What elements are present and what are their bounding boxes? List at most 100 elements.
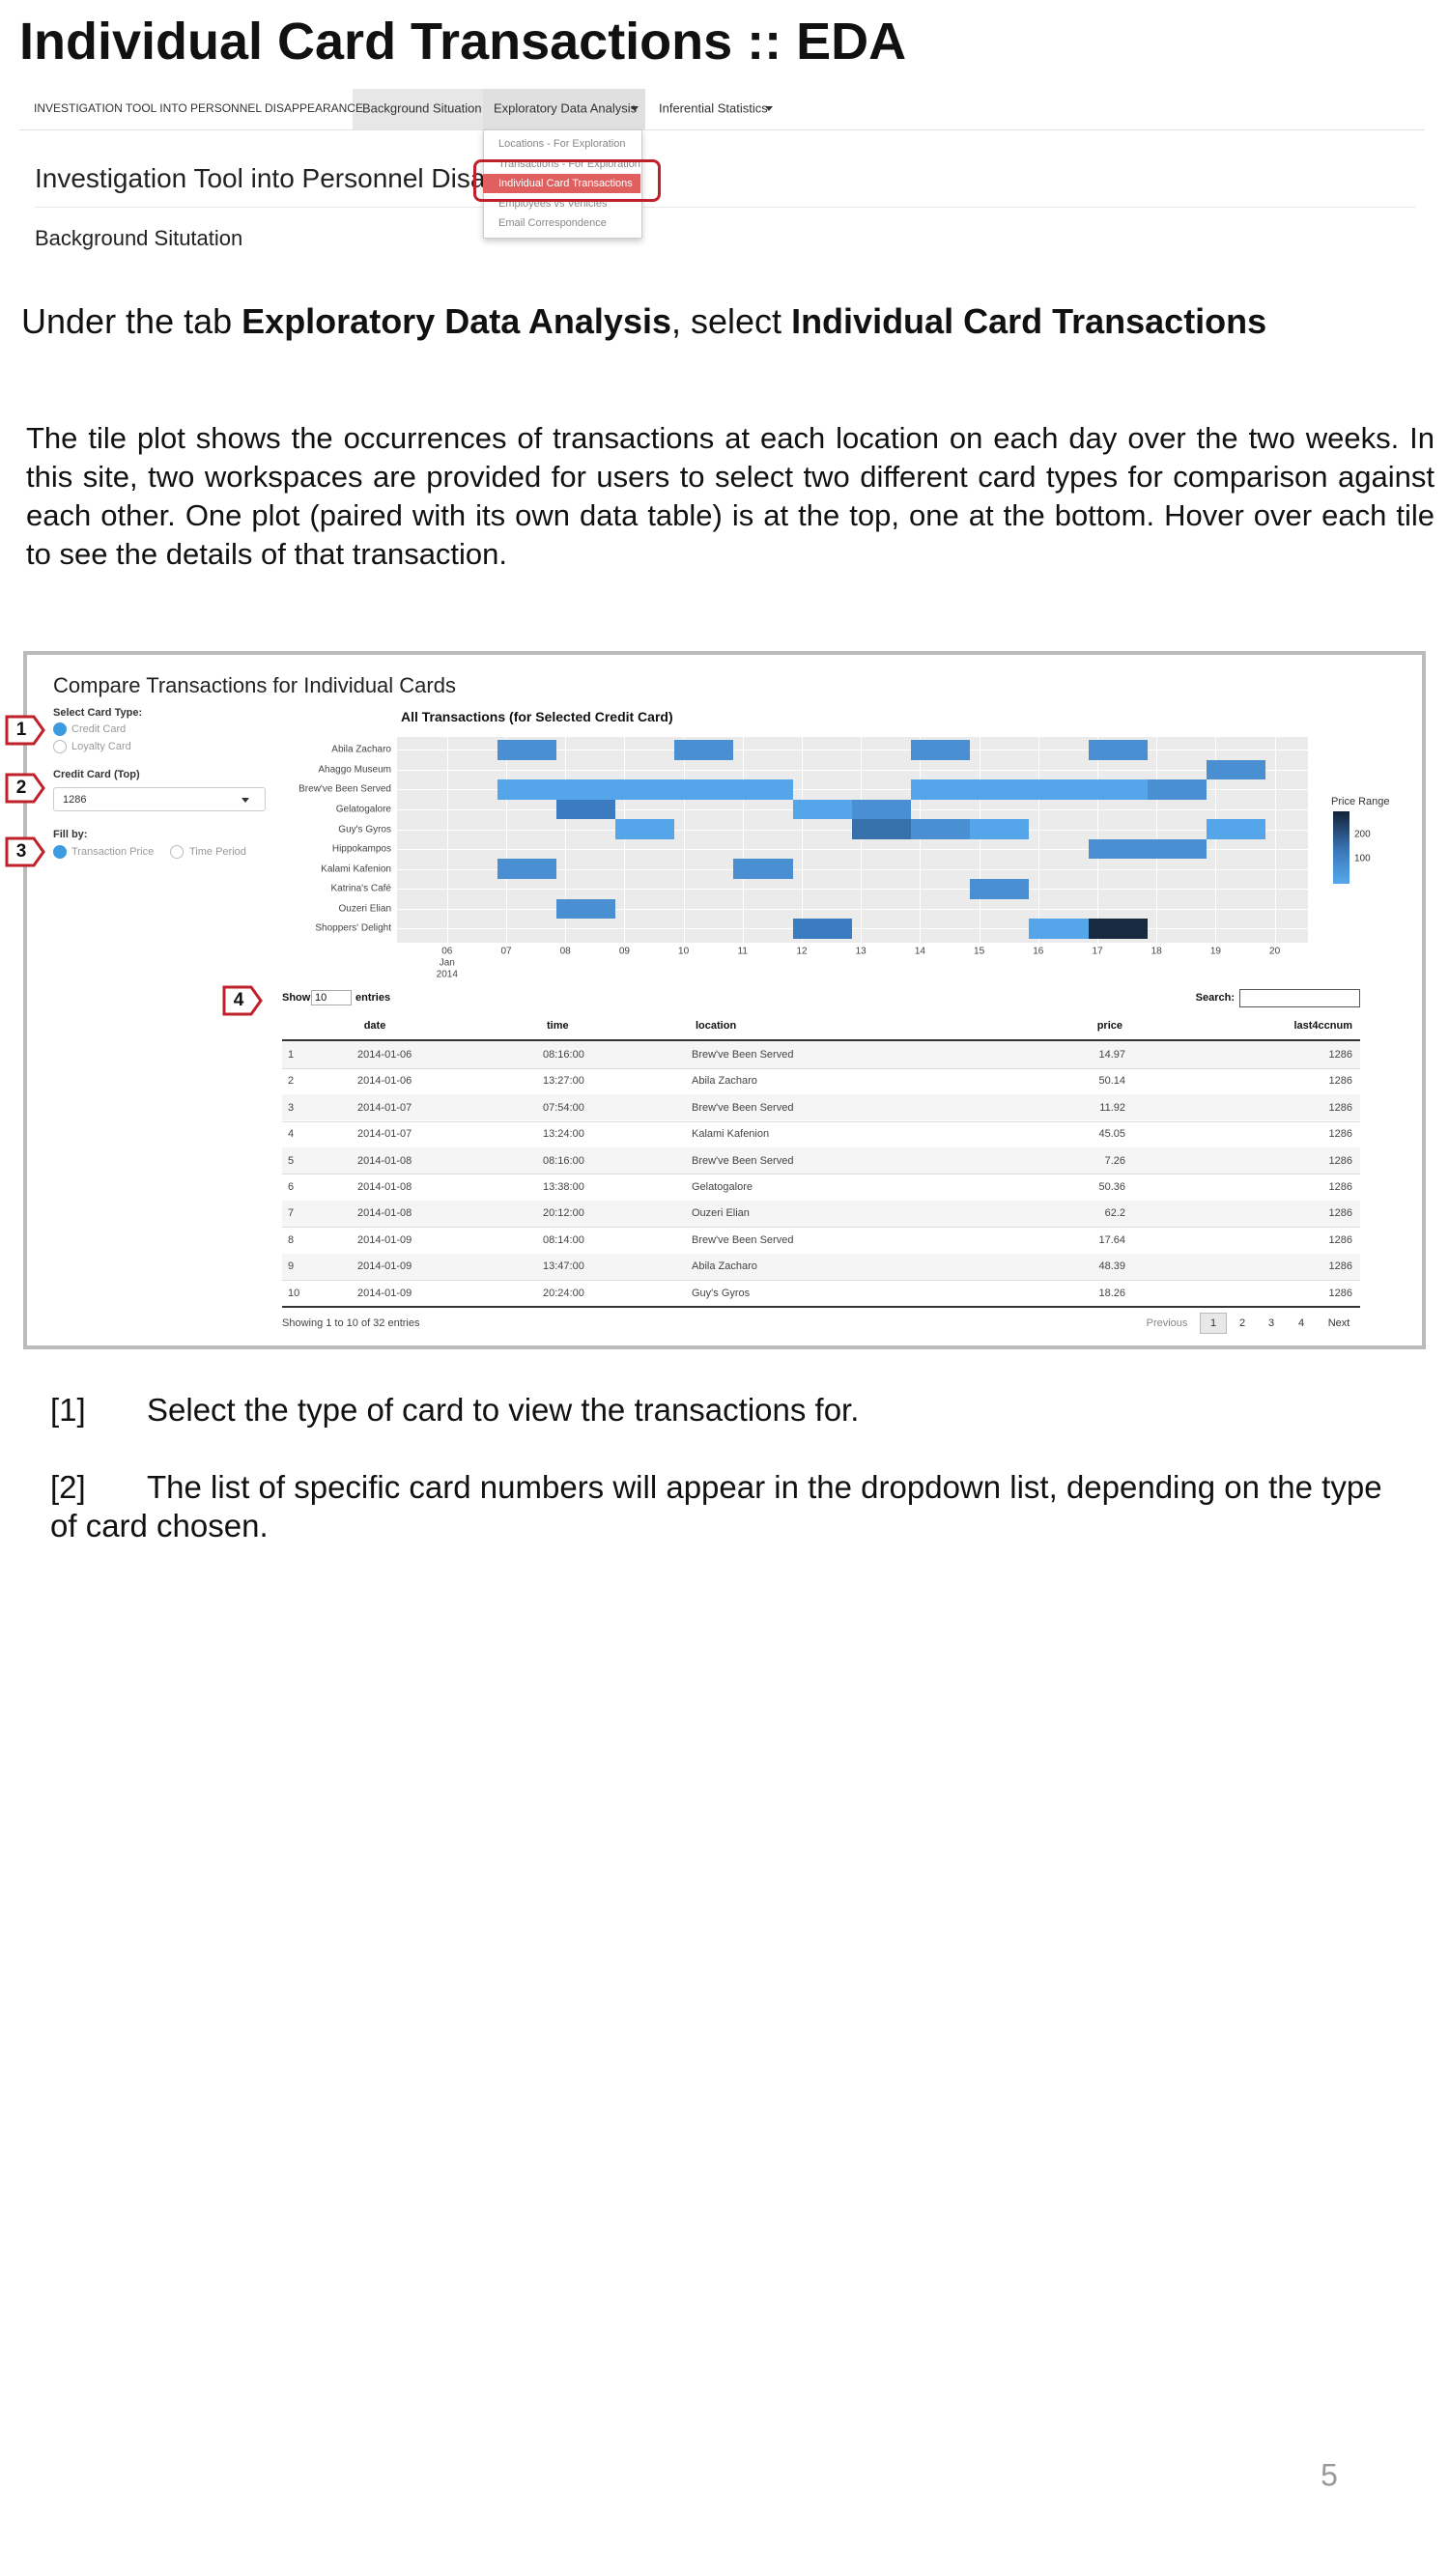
tile — [851, 819, 911, 839]
cell: 08:16:00 — [543, 1154, 584, 1167]
table-info: Showing 1 to 10 of 32 entries — [282, 1317, 420, 1329]
callout: 4 — [222, 985, 265, 1016]
app-title: Compare Transactions for Individual Card… — [53, 673, 456, 697]
tile — [851, 799, 911, 820]
page-button[interactable]: 1 — [1209, 1317, 1217, 1329]
grid-line — [1037, 737, 1039, 943]
tile — [1147, 779, 1207, 800]
instruction-part: Under the tab — [21, 301, 242, 341]
cell: 1286 — [1328, 1287, 1352, 1299]
radio-label: Loyalty Card — [71, 741, 131, 752]
cell: 1286 — [1328, 1075, 1352, 1088]
nav-item[interactable]: Background Situation — [362, 100, 482, 116]
cell: 2014-01-06 — [357, 1049, 412, 1061]
callout-shape — [5, 715, 45, 746]
page-button[interactable]: 2 — [1238, 1317, 1246, 1329]
radio — [170, 845, 184, 859]
cell: 1286 — [1328, 1233, 1352, 1246]
tile — [970, 819, 1030, 839]
column-header: last4ccnum — [1293, 1020, 1352, 1032]
radio — [53, 722, 67, 736]
search-input[interactable] — [1239, 989, 1360, 1007]
tile — [497, 740, 556, 760]
cell: 2014-01-06 — [357, 1075, 412, 1088]
tile — [1029, 919, 1089, 939]
grid-line — [397, 789, 1308, 791]
dropdown-item[interactable]: Locations - For Exploration — [498, 138, 626, 150]
tile — [970, 878, 1030, 899]
radio — [53, 845, 67, 859]
tile — [615, 819, 675, 839]
cell: 6 — [288, 1181, 295, 1193]
row-label: Ahaggo Museum — [318, 764, 391, 776]
grid-line — [920, 737, 922, 943]
tile — [497, 859, 556, 879]
instruction-part: Individual Card Transactions — [791, 301, 1267, 341]
callout-number: 3 — [15, 841, 27, 862]
caret — [242, 798, 249, 803]
label: Fill by: — [53, 829, 88, 840]
grid-line — [397, 769, 1308, 771]
grid-line — [1274, 737, 1276, 943]
page-button[interactable]: 3 — [1267, 1317, 1275, 1329]
page-number: 5 — [1321, 2457, 1338, 2493]
grid-line — [397, 849, 1308, 851]
cell: 08:14:00 — [543, 1233, 584, 1246]
legend-title: Price Range — [1331, 796, 1390, 807]
cell: 1286 — [1328, 1128, 1352, 1141]
table-bottom — [282, 1306, 1360, 1308]
dropdown-highlight — [483, 174, 640, 193]
row-stripe — [282, 1200, 1360, 1228]
cell: Brew've Been Served — [692, 1101, 794, 1114]
column-header: location — [696, 1020, 737, 1032]
x-tick-label: 09 — [618, 946, 630, 957]
label: Select Card Type: — [53, 707, 143, 719]
cell: Ouzeri Elian — [692, 1207, 750, 1220]
dropdown-item[interactable]: Individual Card Transactions — [498, 178, 633, 189]
header-line — [282, 1039, 1360, 1041]
x-tick-label: 14 — [914, 946, 925, 957]
page-button[interactable]: 4 — [1297, 1317, 1305, 1329]
nav-item[interactable]: Inferential Statistics — [659, 100, 768, 116]
dropdown-item[interactable]: Email Correspondence — [498, 217, 607, 229]
tile — [911, 740, 971, 760]
caret — [631, 106, 639, 111]
cell: 08:16:00 — [543, 1049, 584, 1061]
page-button[interactable]: Next — [1327, 1317, 1350, 1329]
cell: 11.92 — [1099, 1101, 1125, 1114]
instruction-part: , select — [671, 301, 792, 341]
tile — [1088, 838, 1148, 860]
tile — [792, 919, 852, 939]
tile — [497, 779, 556, 800]
cell: 2014-01-08 — [357, 1154, 412, 1167]
cell: 17.64 — [1098, 1233, 1125, 1246]
label: Show — [282, 992, 311, 1004]
colorbar — [1333, 811, 1350, 884]
row-stripe — [282, 1253, 1360, 1280]
grid-line — [624, 737, 626, 943]
callout-number: 4 — [233, 990, 244, 1010]
cell: 1286 — [1328, 1049, 1352, 1061]
grid-line — [742, 737, 744, 943]
x-tick-label: 12 — [796, 946, 808, 957]
cell: 1286 — [1328, 1181, 1352, 1193]
nav-item[interactable]: Exploratory Data Analysis — [494, 100, 638, 116]
instruction: Under the tab Exploratory Data Analysis,… — [21, 301, 1266, 342]
cell: 8 — [288, 1233, 295, 1246]
label: Credit Card (Top) — [53, 769, 140, 780]
grid-line — [446, 737, 448, 943]
callout: 3 — [5, 836, 47, 867]
tile — [1029, 779, 1089, 800]
nav-bg — [353, 89, 483, 129]
x-tick-label: 15 — [974, 946, 985, 957]
row-stripe — [282, 1041, 1360, 1068]
instruction-part: Exploratory Data Analysis — [242, 301, 671, 341]
grid-line — [861, 737, 863, 943]
length-value: 10 — [315, 992, 327, 1004]
x-tick-label: 08 — [559, 946, 571, 957]
page-button[interactable]: Previous — [1146, 1317, 1188, 1329]
x-tick-label: 17 — [1092, 946, 1103, 957]
cell: Brew've Been Served — [692, 1233, 794, 1246]
nav-line — [19, 129, 1425, 130]
